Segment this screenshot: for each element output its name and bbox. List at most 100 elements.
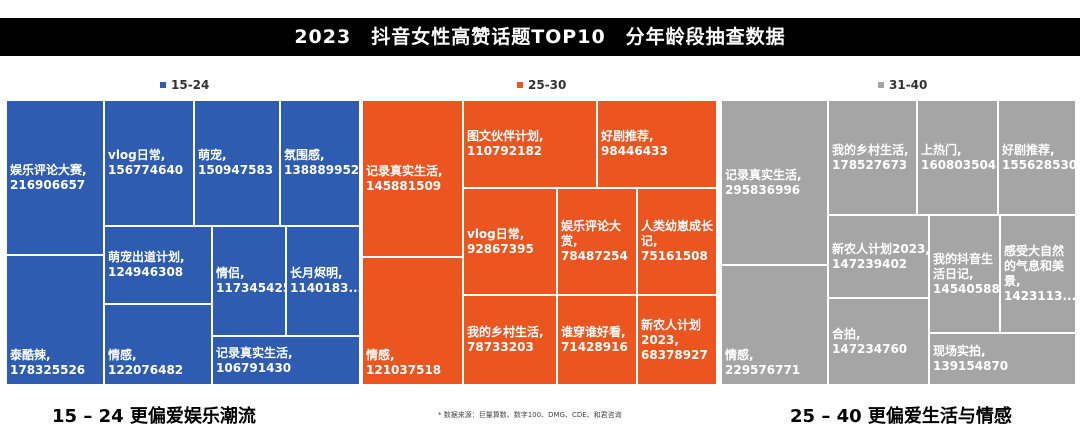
treemap-cell-15-24-10: 记录真实生活, 106791430 bbox=[212, 336, 360, 385]
legend-label-15-24: 15-24 bbox=[171, 78, 210, 92]
cell-value-label: 229576771 bbox=[725, 363, 801, 377]
treemap-cell-15-24-5: 氛围感, 138889952 bbox=[280, 100, 360, 226]
cell-topic-label: 氛围感, bbox=[284, 148, 325, 162]
cell-topic-label: 新农人计划2023, bbox=[641, 317, 702, 347]
treemap-cell-15-24-6: 萌宠出道计划, 124946308 bbox=[104, 226, 212, 304]
cell-topic-label: 人类幼崽成长记, bbox=[641, 219, 714, 248]
cell-topic-label: 现场实拍, bbox=[933, 344, 986, 358]
cell-value-label: 121037518 bbox=[366, 363, 442, 377]
treemap-cell-31-40-5: 好剧推荐, 155628530 bbox=[998, 100, 1076, 215]
cell-topic-label: 我的乡村生活, bbox=[832, 142, 909, 157]
cell-value-label: 216906657 bbox=[10, 177, 86, 192]
legend-label-25-30: 25-30 bbox=[528, 78, 567, 92]
treemap-cell-31-40-3: 我的乡村生活, 178527673 bbox=[828, 100, 917, 215]
cell-value-label: 124946308 bbox=[108, 265, 184, 279]
legend-15-24: 15-24 bbox=[160, 78, 209, 92]
treemap-cell-25-30-10: 新农人计划2023, 68378927 bbox=[637, 295, 717, 385]
cell-value-label: 156774640 bbox=[108, 163, 184, 177]
cell-value-label: 68378927 bbox=[641, 347, 708, 362]
cell-value-label: 155628530 bbox=[1002, 157, 1076, 172]
treemap-cell-31-40-6: 新农人计划2023, 147239402 bbox=[828, 215, 929, 298]
legend-swatch-15-24 bbox=[160, 82, 166, 88]
cell-topic-label: 合拍, bbox=[832, 326, 861, 341]
footer-left-conclusion: 15 – 24 更偏爱娱乐潮流 bbox=[52, 406, 256, 427]
cell-value-label: 78487254 bbox=[561, 249, 628, 263]
cell-topic-label: 好剧推荐, bbox=[1002, 142, 1055, 157]
cell-topic-label: 我的抖音生活日记, bbox=[933, 251, 994, 281]
cell-value-label: 117345425 bbox=[216, 281, 286, 295]
cell-value-label: 147234760 bbox=[832, 341, 908, 356]
treemap-cell-15-24-8: 情侣, 117345425 bbox=[212, 226, 286, 336]
legend-label-31-40: 31-40 bbox=[889, 78, 928, 92]
cell-topic-label: 萌宠, bbox=[198, 148, 227, 162]
cell-topic-label: 记录真实生活, bbox=[216, 345, 293, 360]
cell-value-label: 178527673 bbox=[832, 157, 908, 172]
treemap-cell-25-30-2: 情感, 121037518 bbox=[362, 257, 463, 385]
cell-topic-label: vlog日常, bbox=[108, 148, 166, 162]
cell-value-label: 150947583 bbox=[198, 163, 274, 177]
treemap-cell-31-40-1: 记录真实生活, 295836996 bbox=[721, 100, 828, 265]
cell-value-label: 78733203 bbox=[467, 340, 534, 354]
cell-topic-label: 新农人计划2023, bbox=[832, 241, 929, 256]
cell-topic-label: 长月烬明, bbox=[290, 266, 343, 280]
treemap-cell-15-24-2: 泰酷辣, 178325526 bbox=[6, 255, 104, 385]
cell-value-label: 147239402 bbox=[832, 256, 908, 271]
legend-swatch-31-40 bbox=[878, 82, 884, 88]
treemap-cell-31-40-2: 情感, 229576771 bbox=[721, 265, 828, 385]
cell-value-label: 92867395 bbox=[467, 241, 534, 256]
treemap-cell-25-30-4: 好剧推荐, 98446433 bbox=[597, 100, 717, 188]
treemap-cell-25-30-6: 娱乐评论大赏, 78487254 bbox=[557, 188, 637, 295]
legend-31-40: 31-40 bbox=[878, 78, 927, 92]
cell-value-label: 106791430 bbox=[216, 360, 292, 375]
treemap-cell-25-30-5: vlog日常, 92867395 bbox=[463, 188, 557, 295]
treemap-cell-31-40-10: 现场实拍, 139154870 bbox=[929, 333, 1076, 385]
treemap-cell-25-30-8: 人类幼崽成长记, 75161508 bbox=[637, 188, 717, 295]
cell-topic-label: 情感, bbox=[108, 348, 137, 362]
cell-value-label: 139154870 bbox=[933, 359, 1009, 373]
cell-topic-label: 情侣, bbox=[216, 266, 245, 280]
treemap-cell-25-30-1: 记录真实生活, 145881509 bbox=[362, 100, 463, 257]
cell-value-label: 138889952 bbox=[284, 163, 360, 177]
treemap-cell-25-30-7: 我的乡村生活, 78733203 bbox=[463, 295, 557, 385]
legend-25-30: 25-30 bbox=[517, 78, 566, 92]
data-source-note: * 数据来源：巨量算数、数字100、DMG、CDE、和君咨询 bbox=[438, 411, 622, 419]
cell-topic-label: 记录真实生活, bbox=[725, 167, 802, 182]
cell-value-label: 178325526 bbox=[10, 363, 86, 377]
treemap-cell-31-40-8: 我的抖音生活日记,145405884 bbox=[929, 215, 1000, 333]
treemap-cell-15-24-4: 萌宠, 150947583 bbox=[194, 100, 280, 226]
cell-topic-label: 图文伙伴计划, bbox=[467, 129, 544, 143]
cell-topic-label: 泰酷辣, bbox=[10, 348, 51, 362]
footer-right-conclusion: 25 – 40 更偏爱生活与情感 bbox=[790, 406, 1012, 427]
cell-value-label: 75161508 bbox=[641, 249, 708, 263]
treemap-cell-15-24-9: 长月烬明, 1140183... bbox=[286, 226, 360, 336]
cell-topic-label: 感受大自然的气息和美景, bbox=[1004, 244, 1065, 288]
cell-topic-label: 记录真实生活, bbox=[366, 163, 443, 178]
cell-value-label: 145881509 bbox=[366, 178, 442, 193]
treemap-cell-31-40-9: 感受大自然的气息和美景, 1423113... bbox=[1000, 215, 1076, 333]
cell-value-label: 71428916 bbox=[561, 340, 628, 354]
cell-topic-label: vlog日常, bbox=[467, 226, 525, 241]
cell-topic-label: 谁穿谁好看, bbox=[561, 325, 626, 339]
cell-value-label: 110792182 bbox=[467, 144, 543, 158]
treemap-cell-15-24-3: vlog日常, 156774640 bbox=[104, 100, 194, 226]
cell-value-label: 1423113... bbox=[1004, 289, 1076, 303]
cell-value-label: 98446433 bbox=[601, 144, 668, 158]
cell-topic-label: 情感, bbox=[725, 348, 754, 362]
cell-value-label: 145405884 bbox=[933, 281, 1000, 296]
cell-topic-label: 我的乡村生活, bbox=[467, 325, 544, 339]
cell-value-label: 160803504 bbox=[921, 157, 997, 172]
treemap-cell-31-40-7: 合拍, 147234760 bbox=[828, 298, 929, 385]
cell-value-label: 295836996 bbox=[725, 182, 801, 197]
legend-swatch-25-30 bbox=[517, 82, 523, 88]
treemap-cell-15-24-7: 情感, 122076482 bbox=[104, 304, 212, 385]
cell-value-label: 1140183... bbox=[290, 281, 360, 295]
cell-topic-label: 好剧推荐, bbox=[601, 129, 654, 143]
cell-topic-label: 娱乐评论大赏, bbox=[561, 219, 622, 248]
treemap-cell-15-24-1: 娱乐评论大赛, 216906657 bbox=[6, 100, 104, 255]
cell-topic-label: 娱乐评论大赛, bbox=[10, 162, 87, 177]
treemap-cell-25-30-3: 图文伙伴计划, 110792182 bbox=[463, 100, 597, 188]
cell-topic-label: 上热门, bbox=[921, 142, 962, 157]
treemap-cell-31-40-4: 上热门, 160803504 bbox=[917, 100, 998, 215]
treemap-cell-25-30-9: 谁穿谁好看, 71428916 bbox=[557, 295, 637, 385]
chart-title: 2023 抖音女性高赞话题TOP10 分年龄段抽查数据 bbox=[0, 18, 1080, 56]
